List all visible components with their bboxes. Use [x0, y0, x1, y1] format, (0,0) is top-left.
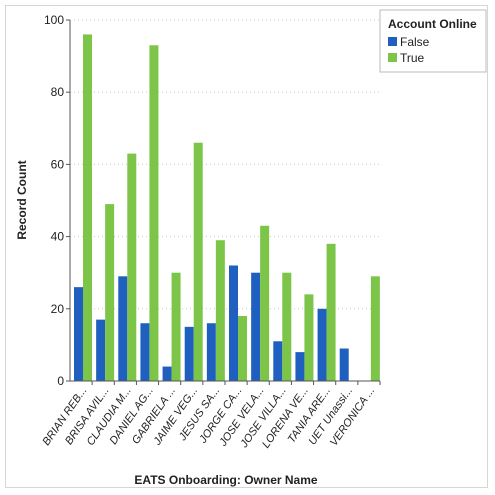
bar-false[interactable] — [295, 352, 305, 381]
bar-false[interactable] — [339, 348, 349, 381]
bar-true[interactable] — [282, 272, 292, 381]
y-tick-label: 60 — [51, 157, 65, 171]
bar-true[interactable] — [370, 276, 380, 381]
legend-label-true: True — [400, 51, 425, 65]
bar-false[interactable] — [96, 319, 106, 381]
bar-true[interactable] — [215, 240, 225, 381]
y-tick-label: 20 — [51, 302, 65, 316]
y-tick-label: 80 — [51, 85, 65, 99]
bar-true[interactable] — [127, 153, 137, 381]
bar-false[interactable] — [251, 272, 261, 381]
bar-true[interactable] — [326, 243, 336, 381]
bar-false[interactable] — [184, 326, 194, 381]
x-axis-title: EATS Onboarding: Owner Name — [134, 473, 317, 487]
legend-label-false: False — [400, 35, 430, 49]
bar-true[interactable] — [83, 34, 92, 381]
bar-false[interactable] — [273, 341, 283, 381]
bar-true[interactable] — [260, 225, 270, 381]
y-tick-labels: 0 20 40 60 80 100 — [44, 13, 70, 388]
bar-false[interactable] — [140, 323, 150, 381]
legend-title: Account Online — [388, 17, 477, 31]
bar-true[interactable] — [105, 204, 115, 381]
bar-true[interactable] — [193, 142, 203, 381]
bar-false[interactable] — [229, 265, 238, 381]
y-tick-label: 0 — [57, 374, 64, 388]
bar-true[interactable] — [304, 294, 314, 381]
legend: Account Online False True — [379, 9, 487, 73]
legend-swatch-false — [388, 37, 397, 46]
bar-true[interactable] — [171, 272, 181, 381]
bar-true[interactable] — [149, 45, 159, 382]
legend-box — [379, 9, 487, 73]
bar-false[interactable] — [317, 308, 327, 381]
legend-swatch-true — [388, 53, 397, 62]
bar-false[interactable] — [206, 323, 216, 381]
bar-false[interactable] — [118, 276, 128, 381]
bars — [74, 34, 380, 382]
bar-false[interactable] — [74, 287, 83, 381]
bar-true[interactable] — [238, 316, 247, 381]
y-axis-title: Record Count — [15, 160, 29, 239]
y-tick-label: 40 — [51, 230, 65, 244]
y-tick-label: 100 — [44, 13, 64, 27]
bar-false[interactable] — [162, 366, 172, 381]
x-tick-labels: BRIAN REB...BRISA AVIL...CLAUDIA M...DAN… — [40, 381, 381, 451]
